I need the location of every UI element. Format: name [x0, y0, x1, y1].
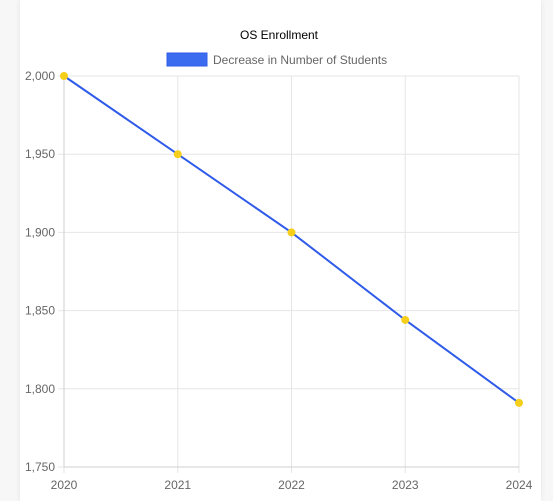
- data-point[interactable]: [60, 72, 68, 80]
- series-layer: [60, 72, 523, 407]
- chart-card: [20, 0, 541, 501]
- axes: 2,000 1,950 1,900 1,850 1,800 1,750 2020 2021 20…: [25, 69, 533, 492]
- y-tick-label: 1,900: [25, 225, 55, 239]
- y-tick-label: 2,000: [25, 69, 55, 83]
- legend-label: Decrease in Number of Students: [213, 53, 387, 67]
- legend-swatch: [166, 52, 208, 67]
- data-point[interactable]: [173, 150, 182, 159]
- legend[interactable]: Decrease in Number of Students: [166, 52, 387, 67]
- chart-title: OS Enrollment: [240, 28, 319, 42]
- x-tick-label: 2024: [506, 478, 533, 492]
- x-tick-label: 2021: [164, 478, 191, 492]
- y-tick-label: 1,850: [25, 304, 55, 318]
- x-tick-label: 2023: [392, 478, 419, 492]
- data-point[interactable]: [515, 398, 523, 407]
- grid-lines: [58, 75, 520, 473]
- data-point[interactable]: [401, 315, 410, 324]
- y-tick-label: 1,800: [25, 382, 55, 396]
- y-tick-label: 1,950: [25, 147, 55, 161]
- y-tick-label: 1,750: [25, 460, 55, 474]
- x-tick-label: 2022: [278, 478, 305, 492]
- x-tick-label: 2020: [51, 478, 78, 492]
- data-point[interactable]: [287, 228, 296, 237]
